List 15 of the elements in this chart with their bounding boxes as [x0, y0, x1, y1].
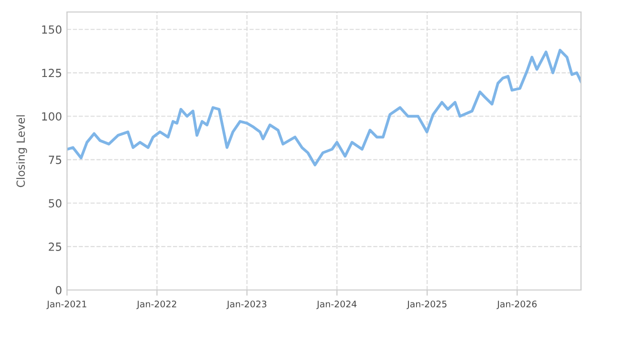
y-axis-title: Closing Level: [16, 115, 28, 188]
y-tick-label: 50: [48, 199, 62, 208]
y-tick-label: 100: [42, 112, 62, 121]
y-tick-label: 125: [42, 68, 62, 78]
line-series: [67, 48, 581, 166]
x-tick-label: Jan-2022: [136, 300, 176, 310]
y-tick-label: 0: [56, 286, 62, 294]
x-tick-label: Jan-2026: [496, 300, 537, 310]
x-tick-label: Jan-2021: [46, 300, 86, 310]
x-tick-label: Jan-2025: [406, 300, 446, 310]
y-tick-label: 150: [42, 25, 62, 34]
x-tick-label: Jan-2024: [316, 300, 357, 310]
y-tick-label: 25: [48, 242, 62, 251]
y-tick-label: 75: [48, 156, 62, 164]
x-tick-label: Jan-2023: [226, 300, 266, 310]
